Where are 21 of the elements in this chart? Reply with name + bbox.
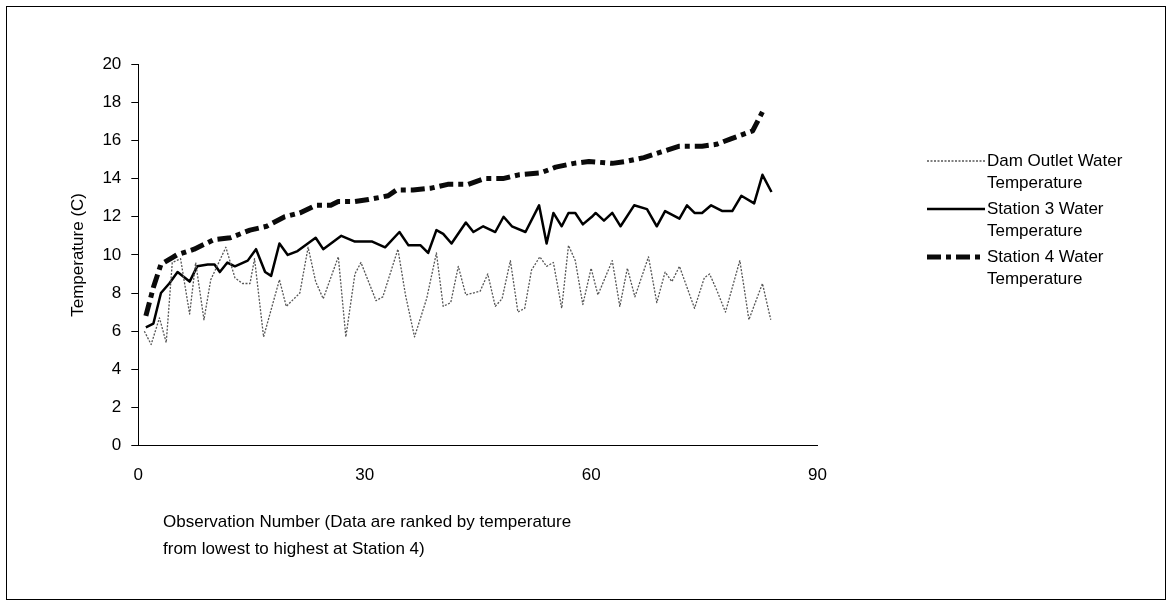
line-series <box>143 244 772 346</box>
y-tick-label: 10 <box>102 244 122 264</box>
y-tick-label: 6 <box>111 320 122 340</box>
y-tick-label: 18 <box>102 92 122 112</box>
y-tick-label: 0 <box>111 435 122 455</box>
x-tick-label: 60 <box>581 465 601 485</box>
x-tick-label: 90 <box>808 465 828 485</box>
legend-label: Station 3 Water Temperature <box>987 198 1105 243</box>
y-tick-label: 16 <box>102 130 122 150</box>
y-tick-label: 4 <box>111 359 122 379</box>
y-tick-label: 14 <box>102 168 122 188</box>
x-tick-label: 0 <box>133 465 144 485</box>
y-tick-label: 12 <box>102 206 122 226</box>
y-tick-label: 8 <box>111 282 122 302</box>
legend-label: Dam Outlet Water Temperature <box>987 150 1124 195</box>
x-axis-title: Observation Number (Data are ranked by temperature from lowest to highest at Station 4) <box>163 511 573 561</box>
y-axis-title: Temperature (C) <box>67 193 87 317</box>
legend-label: Station 4 Water Temperature <box>987 246 1105 291</box>
x-tick-label: 30 <box>355 465 375 485</box>
y-tick-label: 2 <box>111 397 122 417</box>
y-tick-label: 20 <box>102 53 122 73</box>
